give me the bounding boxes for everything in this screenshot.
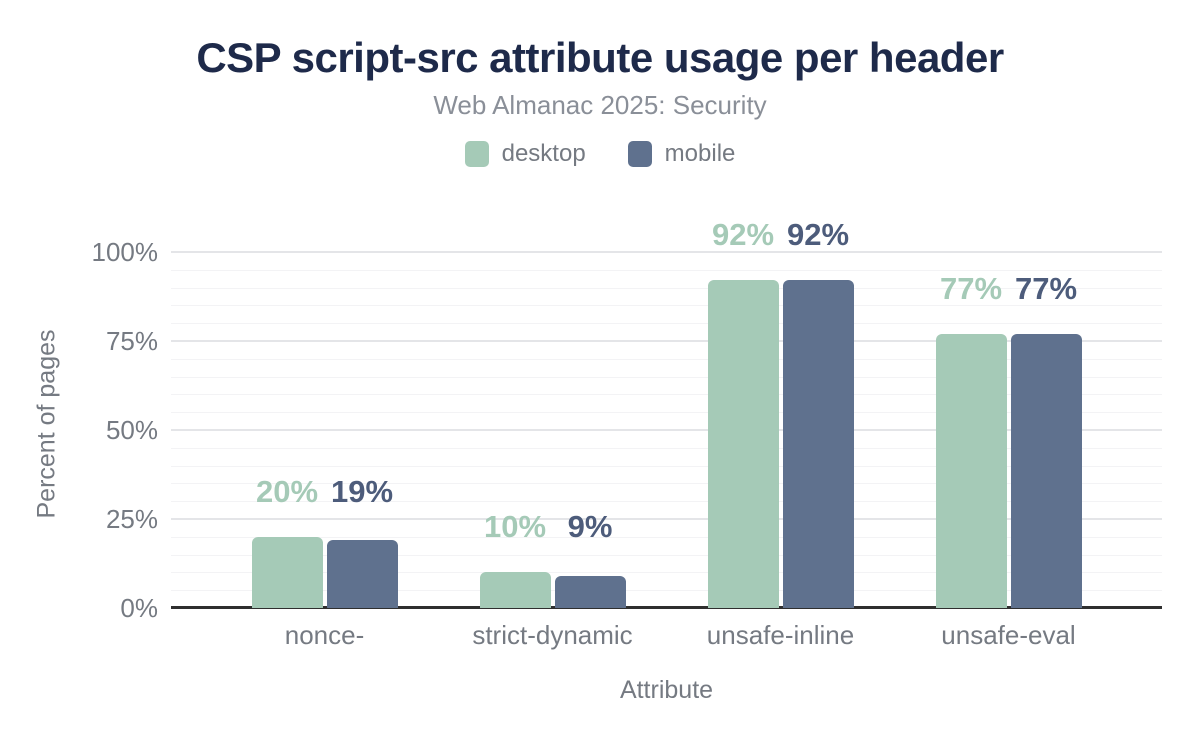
chart-title: CSP script-src attribute usage per heade… [196,34,1004,81]
x-category-label-strict-dynamic: strict-dynamic [472,620,633,650]
legend-label: mobile [664,140,736,167]
gridline-minor [171,501,1162,503]
gridline-minor [171,376,1162,378]
legend-swatch-icon [627,141,652,167]
gridline-minor [171,483,1162,485]
gridline-minor [171,412,1162,414]
value-label-mobile-unsafe-inline: 92% [786,217,850,253]
gridline-major [171,251,1162,253]
gridline-minor [171,394,1162,396]
value-label-mobile-strict-dynamic: 9% [567,509,613,545]
value-label-desktop-unsafe-eval: 77% [939,270,1003,306]
x-category-label-nonce-: nonce- [284,620,365,650]
value-label-desktop-unsafe-inline: 92% [711,217,775,253]
gridline-minor [171,269,1162,271]
bar-mobile-unsafe-eval [1010,333,1082,608]
legend-item-desktop: desktop [464,140,586,168]
value-label-desktop-nonce-: 20% [255,473,319,509]
y-axis-title: Percent of pages [32,329,61,519]
bar-desktop-strict-dynamic [479,572,551,608]
gridline-minor [171,590,1162,592]
x-category-label-unsafe-eval: unsafe-eval [941,620,1076,650]
gridline-minor [171,358,1162,360]
legend-label: desktop [501,140,586,167]
y-tick-label: 0% [120,593,158,623]
gridline-major [171,518,1162,520]
chart-subtitle: Web Almanac 2025: Security [433,90,767,120]
gridline-minor [171,465,1162,467]
gridline-minor [171,287,1162,289]
gridline-minor [171,305,1162,307]
gridline-minor [171,554,1162,556]
gridline-minor [171,323,1162,325]
x-axis-title: Attribute [619,676,714,704]
bar-mobile-strict-dynamic [554,575,626,608]
bar-mobile-unsafe-inline [782,280,854,608]
gridline-major [171,340,1162,342]
legend-item-mobile: mobile [627,140,736,168]
value-label-mobile-unsafe-eval: 77% [1014,270,1078,306]
gridline-minor [171,447,1162,449]
gridline-minor [171,536,1162,538]
bar-mobile-nonce- [326,540,398,608]
y-tick-label: 25% [105,504,158,534]
y-tick-label: 75% [105,326,158,356]
bar-desktop-unsafe-eval [935,333,1007,608]
x-axis-line [171,606,1162,609]
y-tick-label: 100% [91,237,159,267]
gridline-minor [171,572,1162,574]
legend-swatch-icon [464,141,489,167]
y-tick-label: 50% [105,415,158,445]
x-category-label-unsafe-inline: unsafe-inline [706,620,855,650]
bar-desktop-nonce- [251,536,323,608]
value-label-desktop-strict-dynamic: 10% [483,509,547,545]
legend: desktop mobile [0,140,1200,168]
bar-desktop-unsafe-inline [707,280,779,608]
value-label-mobile-nonce-: 19% [330,473,394,509]
gridline-major [171,429,1162,431]
